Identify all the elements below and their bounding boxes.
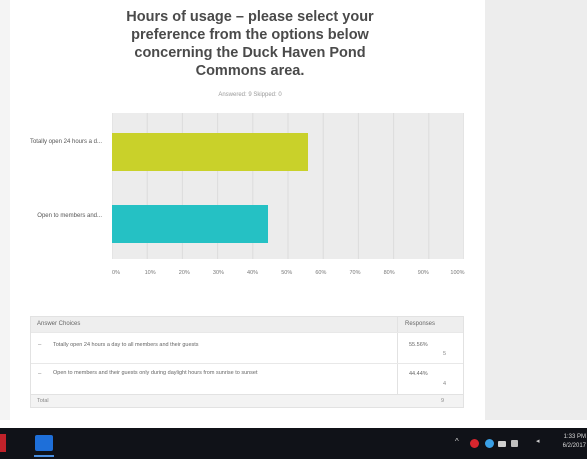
outlook-app-icon[interactable]	[35, 435, 53, 451]
bar-open-daylight	[112, 205, 269, 243]
windows-taskbar: ^ ◂ 1:33 PM 6/2/2017	[0, 428, 587, 459]
category-label-totally-open: Totally open 24 hours a d...	[29, 139, 102, 145]
row-count: 4	[443, 381, 447, 387]
app-tray-icon[interactable]	[485, 439, 494, 448]
row-count: 5	[443, 351, 447, 357]
column-divider	[397, 317, 398, 407]
left-margin	[0, 0, 10, 420]
row-bullet-icon: –	[38, 342, 42, 348]
row-percent: 55.56%	[409, 342, 428, 348]
x-tick-label: 30%	[212, 270, 224, 276]
x-tick-label: 10%	[144, 270, 156, 276]
monitor-tray-icon[interactable]	[498, 441, 506, 447]
table-header: Answer Choices Responses	[31, 317, 463, 332]
total-label: Total	[37, 398, 49, 404]
bar-totally-open	[112, 133, 308, 171]
row-bullet-icon: –	[38, 371, 42, 377]
clock-date: 6/2/2017	[562, 443, 586, 449]
x-tick-label: 0%	[112, 270, 120, 276]
x-tick-label: 40%	[247, 270, 259, 276]
x-tick-label: 100%	[450, 270, 465, 276]
responses-header[interactable]: Responses	[405, 321, 436, 327]
system-clock[interactable]: 1:33 PM 6/2/2017	[556, 433, 586, 451]
total-count: 9	[441, 398, 445, 404]
x-tick-label: 50%	[281, 270, 293, 276]
x-tick-label: 80%	[383, 270, 395, 276]
x-tick-label: 70%	[349, 270, 361, 276]
row-percent: 44.44%	[409, 371, 428, 377]
row-answer-text: Open to members and their guests only du…	[53, 370, 258, 376]
bar-chart-plot-area	[112, 113, 464, 259]
clock-time: 1:33 PM	[563, 434, 586, 440]
volume-icon[interactable]: ◂	[536, 438, 540, 445]
network-icon[interactable]	[511, 440, 518, 447]
table-row: – Totally open 24 hours a day to all mem…	[31, 332, 463, 363]
table-row: – Open to members and their guests only …	[31, 363, 463, 394]
x-tick-label: 90%	[417, 270, 429, 276]
row-answer-text: Totally open 24 hours a day to all membe…	[53, 342, 199, 348]
start-icon[interactable]	[0, 434, 6, 452]
question-title: Hours of usage – please select your pref…	[126, 9, 374, 79]
right-side-panel	[485, 0, 587, 420]
table-total-row: Total 9	[31, 394, 463, 407]
x-tick-label: 60%	[315, 270, 327, 276]
responses-table: Answer Choices Responses – Totally open …	[30, 316, 464, 408]
answer-choices-header[interactable]: Answer Choices	[37, 321, 81, 327]
antivirus-tray-icon[interactable]	[470, 439, 479, 448]
chevron-up-icon[interactable]: ^	[455, 437, 459, 446]
active-app-indicator	[34, 455, 54, 457]
answered-skipped-count: Answered: 9 Skipped: 0	[218, 92, 282, 98]
category-label-open-daylight: Open to members and...	[37, 213, 102, 219]
x-tick-label: 20%	[178, 270, 190, 276]
